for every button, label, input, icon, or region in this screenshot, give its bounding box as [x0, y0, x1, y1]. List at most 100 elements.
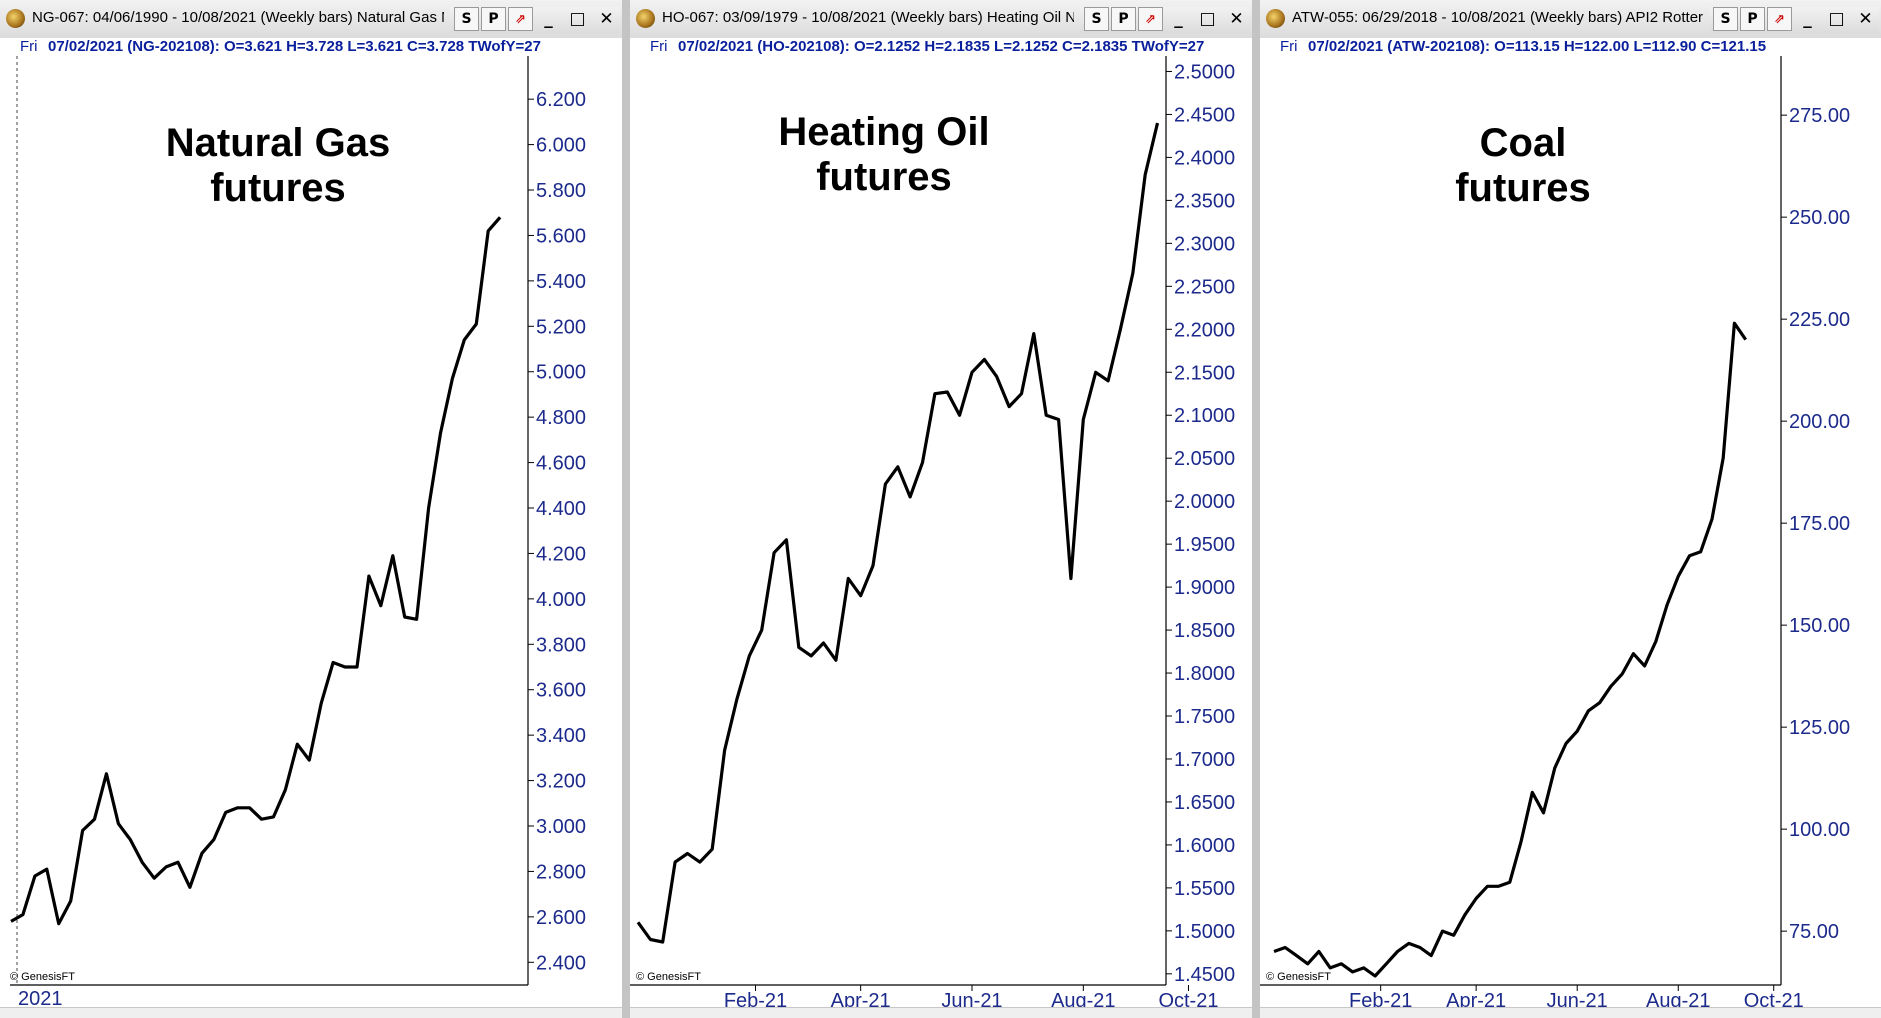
y-tick-label: 2.800 [536, 861, 586, 883]
x-tick-label: Feb-21 [1349, 990, 1412, 1008]
price-series-line [636, 122, 1160, 944]
x-tick-label: Feb-21 [724, 990, 787, 1008]
ohlc-readout: 07/02/2021 (HO-202108): O=2.1252 H=2.183… [678, 38, 1205, 55]
info-day: Fri [20, 38, 38, 55]
y-tick-label: 225.00 [1789, 309, 1850, 331]
window-titlebar[interactable]: NG-067: 04/06/1990 - 10/08/2021 (Weekly … [0, 0, 622, 39]
y-tick-label: 175.00 [1789, 513, 1850, 535]
y-tick-label: 2.2500 [1174, 276, 1235, 298]
y-tick-label: 3.200 [536, 771, 586, 793]
coal-chart[interactable]: 75.00 100.00 125.00 150.00 175.00 200.00 225.0… [1260, 56, 1881, 1008]
y-tick-label: 3.800 [536, 634, 586, 656]
ohlc-readout: 07/02/2021 (NG-202108): O=3.621 H=3.728 … [48, 38, 541, 55]
minimize-button[interactable]: _ [544, 9, 553, 29]
y-tick-label: 1.8500 [1174, 620, 1235, 642]
y-tick-label: 100.00 [1789, 819, 1850, 841]
chart-title-line: Heating Oil [778, 110, 989, 154]
horizontal-scrollbar[interactable] [0, 1007, 622, 1018]
y-tick-label: 5.200 [536, 316, 586, 338]
window-title: NG-067: 04/06/1990 - 10/08/2021 (Weekly … [32, 9, 444, 26]
y-tick-label: 1.7000 [1174, 749, 1235, 771]
print-button[interactable]: P [1740, 7, 1765, 31]
ohlc-info-bar: Fri 07/02/2021 (HO-202108): O=2.1252 H=2… [630, 38, 1252, 56]
y-tick-label: 6.200 [536, 89, 586, 111]
x-tick-label: Apr-21 [1446, 990, 1506, 1008]
window-titlebar[interactable]: HO-067: 03/09/1979 - 10/08/2021 (Weekly … [630, 0, 1252, 39]
y-tick-label: 2.600 [536, 907, 586, 929]
genesis-globe-icon [636, 9, 655, 28]
popout-icon[interactable]: ⇗ [1767, 7, 1792, 31]
y-tick-label: 2.1000 [1174, 405, 1235, 427]
minimize-button[interactable]: _ [1174, 9, 1183, 29]
natural-gas-chart[interactable]: 2.400 2.600 2.800 3.000 3.200 3.400 3.600 3.800… [0, 56, 622, 1008]
y-tick-label: 1.9500 [1174, 534, 1235, 556]
y-tick-label: 1.6000 [1174, 835, 1235, 857]
y-tick-label: 275.00 [1789, 105, 1850, 127]
y-tick-label: 4.000 [536, 589, 586, 611]
close-button[interactable]: ✕ [1858, 9, 1873, 29]
y-tick-label: 2.400 [536, 952, 586, 974]
maximize-button[interactable]: □ [569, 9, 586, 29]
study-button[interactable]: S [1713, 7, 1738, 31]
close-button[interactable]: ✕ [1229, 9, 1244, 29]
y-tick-label: 250.00 [1789, 207, 1850, 229]
y-tick-label: 4.600 [536, 453, 586, 475]
y-tick-label: 1.5500 [1174, 878, 1235, 900]
y-tick-label: 5.800 [536, 180, 586, 202]
genesis-credit: © GenesisFT [1266, 971, 1331, 983]
y-tick-label: 2.4000 [1174, 147, 1235, 169]
panel-divider [622, 0, 630, 1018]
x-tick-label: Apr-21 [831, 990, 891, 1008]
horizontal-scrollbar[interactable] [1260, 1007, 1881, 1018]
info-day: Fri [1280, 38, 1298, 55]
chart-title-line: Coal [1480, 121, 1567, 165]
y-tick-label: 1.8000 [1174, 663, 1235, 685]
y-tick-label: 1.7500 [1174, 706, 1235, 728]
price-series-line [10, 216, 502, 926]
close-button[interactable]: ✕ [599, 9, 614, 29]
natural-gas-chart-window: NG-067: 04/06/1990 - 10/08/2021 (Weekly … [0, 0, 622, 1018]
minimize-button[interactable]: _ [1803, 9, 1812, 29]
y-tick-label: 4.200 [536, 543, 586, 565]
genesis-globe-icon [6, 9, 25, 28]
horizontal-scrollbar[interactable] [630, 1007, 1252, 1018]
y-tick-label: 6.000 [536, 135, 586, 157]
x-tick-label: Jun-21 [1547, 990, 1608, 1008]
y-tick-label: 1.9000 [1174, 577, 1235, 599]
price-series-line [1273, 321, 1748, 978]
y-tick-label: 200.00 [1789, 411, 1850, 433]
ohlc-info-bar: Fri 07/02/2021 (NG-202108): O=3.621 H=3.… [0, 38, 622, 56]
chart-title-line: Natural Gas [166, 121, 391, 165]
chart-title-line: futures [816, 155, 952, 199]
y-tick-label: 2.3000 [1174, 233, 1235, 255]
y-tick-label: 5.400 [536, 271, 586, 293]
y-tick-label: 125.00 [1789, 717, 1850, 739]
window-title: ATW-055: 06/29/2018 - 10/08/2021 (Weekly… [1292, 9, 1703, 26]
heating-oil-chart-window: HO-067: 03/09/1979 - 10/08/2021 (Weekly … [630, 0, 1252, 1018]
x-tick-label: Oct-21 [1744, 990, 1804, 1008]
ohlc-info-bar: Fri 07/02/2021 (ATW-202108): O=113.15 H=… [1260, 38, 1881, 56]
study-button[interactable]: S [1084, 7, 1109, 31]
study-button[interactable]: S [454, 7, 479, 31]
y-tick-label: 2.0500 [1174, 448, 1235, 470]
y-tick-label: 2.2000 [1174, 319, 1235, 341]
y-tick-label: 150.00 [1789, 615, 1850, 637]
y-tick-label: 2.4500 [1174, 104, 1235, 126]
maximize-button[interactable]: □ [1828, 9, 1845, 29]
info-day: Fri [650, 38, 668, 55]
maximize-button[interactable]: □ [1199, 9, 1216, 29]
print-button[interactable]: P [481, 7, 506, 31]
popout-icon[interactable]: ⇗ [1138, 7, 1163, 31]
ohlc-readout: 07/02/2021 (ATW-202108): O=113.15 H=122.… [1308, 38, 1767, 55]
y-tick-label: 5.000 [536, 362, 586, 384]
x-tick-label: Oct-21 [1158, 990, 1218, 1008]
window-titlebar[interactable]: ATW-055: 06/29/2018 - 10/08/2021 (Weekly… [1260, 0, 1881, 39]
popout-icon[interactable]: ⇗ [508, 7, 533, 31]
y-tick-label: 2.5000 [1174, 61, 1235, 83]
heating-oil-chart[interactable]: 1.4500 1.5000 1.5500 1.6000 1.6500 1.7000 1.75… [630, 56, 1252, 1008]
chart-title-line: futures [210, 166, 346, 210]
genesis-credit: © GenesisFT [636, 971, 701, 983]
y-tick-label: 1.6500 [1174, 792, 1235, 814]
print-button[interactable]: P [1111, 7, 1136, 31]
y-tick-label: 4.800 [536, 407, 586, 429]
